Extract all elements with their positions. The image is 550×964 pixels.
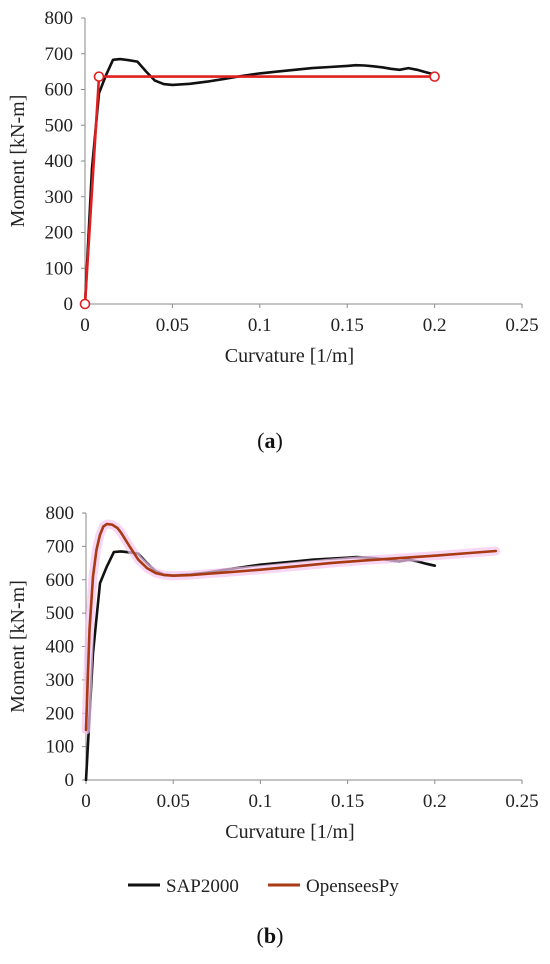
y-tick-label: 100 <box>45 258 74 279</box>
x-tick-label: 0 <box>81 791 91 812</box>
legend: SAP2000 OpenseesPy <box>128 876 399 897</box>
x-tick-label: 0 <box>80 315 90 336</box>
y-tick-label: 400 <box>45 151 74 172</box>
x-tick-label: 0.05 <box>157 791 190 812</box>
y-tick-label: 700 <box>46 536 75 557</box>
data-point-marker <box>93 71 105 82</box>
y-tick-label: 300 <box>45 187 74 208</box>
y-axis-label: Moment [kN-m] <box>7 95 29 228</box>
x-tick-label: 0.25 <box>505 315 538 336</box>
series-line-series-0 <box>83 57 436 306</box>
y-tick-label: 400 <box>46 637 75 658</box>
y-tick-label: 800 <box>46 503 75 524</box>
y-tick-label: 200 <box>46 703 75 724</box>
x-tick-label: 0.05 <box>156 315 189 336</box>
y-tick-label: 800 <box>45 8 74 29</box>
series-line-sap2000 <box>84 550 437 782</box>
y-tick-label: 0 <box>65 770 75 791</box>
y-tick-label: 500 <box>46 603 75 624</box>
x-tick-label: 0.15 <box>331 791 364 812</box>
legend-label-sap2000: SAP2000 <box>166 876 239 897</box>
x-axis-label: Curvature [1/m] <box>225 345 354 367</box>
chart-a: 0 100 200 300 400 500 600 700 800 0 0.05 0.1 0.15 0.2… <box>7 8 539 367</box>
series-line-series-1 <box>83 75 436 306</box>
y-tick-label: 600 <box>46 570 75 591</box>
y-tick-label: 200 <box>45 223 74 244</box>
x-tick-label: 0.25 <box>505 791 538 812</box>
x-axis-label: Curvature [1/m] <box>225 821 354 843</box>
y-axis-label: Moment [kN-m] <box>7 580 29 713</box>
y-tick-label: 500 <box>45 115 74 136</box>
caption-a: (a) <box>257 428 283 453</box>
y-tick-label: 0 <box>64 294 74 315</box>
x-tick-label: 0.15 <box>331 315 364 336</box>
x-tick-label: 0.2 <box>423 791 447 812</box>
legend-label-openseespy: OpenseesPy <box>306 876 399 897</box>
chart-b: 0 100 200 300 400 500 600 700 800 0 0.05 0.1 0.15 0.2… <box>7 503 539 843</box>
y-tick-label: 300 <box>46 670 75 691</box>
x-tick-label: 0.1 <box>248 315 272 336</box>
x-tick-label: 0.2 <box>423 315 447 336</box>
y-tick-label: 100 <box>46 737 75 758</box>
data-point-marker <box>79 298 91 310</box>
series-line-openseespy <box>84 522 498 732</box>
x-tick-label: 0.1 <box>249 791 273 812</box>
y-tick-label: 600 <box>45 80 74 101</box>
caption-b: (b) <box>257 923 284 948</box>
y-tick-label: 700 <box>45 44 74 65</box>
data-point-marker <box>429 71 440 82</box>
